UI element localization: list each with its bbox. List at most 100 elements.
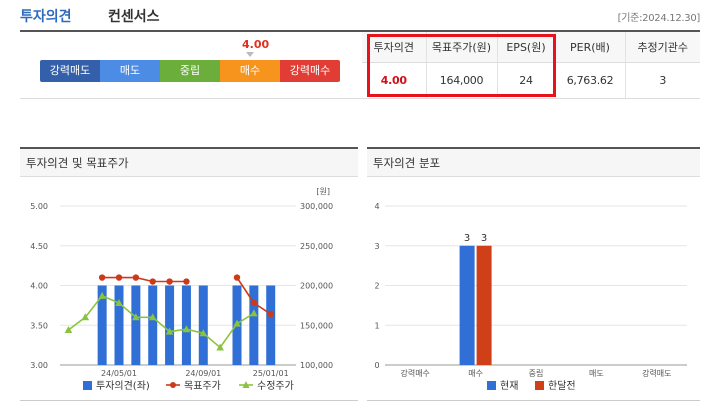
target-price-point — [267, 310, 274, 318]
legend-current-label: 현재 — [500, 380, 518, 392]
adjusted-price-point — [165, 327, 174, 335]
right-axis-tick: 200,000 — [300, 282, 333, 291]
distribution-panel: 투자의견 분포 4 3 2 1 0 강력매수 매수 3 3 중립 매도 강력매도 현재 한달전 — [367, 147, 700, 401]
left-axis-tick: 4.00 — [30, 282, 48, 291]
adjusted-price-point — [64, 326, 73, 334]
legend-prev-swatch — [535, 381, 544, 390]
panel-bottom-line — [367, 400, 700, 401]
x-axis-tick: 강력매도 — [642, 368, 671, 378]
x-axis-tick: 24/09/01 — [185, 369, 221, 378]
distribution-bar — [459, 245, 475, 365]
col-estimators: 추정기관수 — [624, 32, 700, 63]
header-divider — [20, 30, 700, 32]
bar-data-label: 3 — [481, 233, 487, 244]
opinion-target-panel: 투자의견 및 목표주가 5.00 4.50 4.00 3.50 3.00 300,000 2… — [20, 147, 358, 401]
page-title: 투자의견 — [20, 9, 72, 25]
right-axis-tick: 150,000 — [300, 321, 333, 330]
left-axis-tick: 4.50 — [30, 242, 48, 251]
adjusted-price-point — [182, 325, 191, 333]
cell-eps: 24 — [496, 62, 555, 99]
adjusted-price-point — [216, 343, 224, 351]
opinion-bar — [114, 285, 124, 365]
target-price-point — [132, 274, 140, 281]
col-per: PER(배) — [554, 32, 625, 63]
x-axis-tick: 매도 — [589, 369, 604, 378]
cell-opinion: 4.00 — [362, 62, 426, 99]
panel-bottom-line — [20, 400, 358, 401]
col-eps: EPS(원) — [496, 32, 555, 63]
right-axis-tick: 100,000 — [300, 361, 333, 370]
opinion-marker-arrow-icon — [246, 52, 254, 57]
adjusted-price-point — [115, 298, 123, 306]
scale-buy: 매수 — [220, 60, 280, 82]
legend-adjusted-label: 수정주가 — [257, 380, 294, 392]
panel-gap — [358, 147, 367, 401]
legend-current-swatch — [487, 381, 496, 390]
distribution-title: 투자의견 분포 — [367, 149, 700, 177]
cell-estimators: 3 — [624, 62, 700, 99]
y-axis-tick: 0 — [374, 361, 379, 370]
opinion-scale-area: 4.00 강력매도 매도 중립 매수 강력매수 — [20, 32, 362, 99]
right-axis-tick: 250,000 — [300, 242, 333, 251]
y-axis-tick: 2 — [374, 282, 379, 291]
legend-opinion-swatch — [83, 381, 92, 390]
opinion-bar — [249, 285, 259, 365]
opinion-bar — [165, 285, 175, 365]
adjusted-price-point — [81, 313, 90, 321]
consensus-header: 투자의견 컨센서스 [기준:2024.12.30] — [20, 6, 700, 28]
opinion-bar — [198, 285, 208, 365]
highlight-box — [367, 34, 556, 97]
opinion-bar — [131, 285, 141, 365]
x-axis-tick: 24/05/01 — [101, 369, 137, 378]
x-axis-tick: 25/01/01 — [253, 369, 289, 378]
left-axis-tick: 3.50 — [30, 321, 48, 330]
opinion-bar — [97, 285, 107, 365]
table-row: 4.00 164,000 24 6,763.62 3 — [362, 62, 700, 99]
table-header-row: 투자의견 목표주가(원) EPS(원) PER(배) 추정기관수 — [362, 32, 700, 63]
x-axis-tick: 중립 — [529, 369, 544, 378]
target-price-point — [233, 274, 241, 281]
bar-data-label: 3 — [464, 233, 470, 244]
y-axis-tick: 1 — [374, 321, 379, 330]
y-axis-tick: 3 — [374, 242, 379, 251]
target-price-point — [250, 299, 258, 307]
left-axis-tick: 5.00 — [30, 202, 48, 211]
right-axis-tick: 300,000 — [300, 202, 333, 211]
adjusted-price-point — [250, 309, 258, 317]
adjusted-price-point — [98, 291, 106, 299]
scale-neutral: 중립 — [160, 60, 220, 82]
adjusted-price-point — [233, 319, 241, 327]
page-subtitle: 컨센서스 — [108, 9, 160, 25]
opinion-bar — [148, 285, 158, 365]
col-opinion: 투자의견 — [362, 32, 426, 63]
opinion-bar — [266, 285, 276, 365]
right-axis-unit: [원] — [316, 187, 330, 196]
col-target-price: 목표주가(원) — [425, 32, 497, 63]
reference-date: [기준:2024.12.30] — [617, 13, 701, 24]
scale-strong-sell: 강력매도 — [40, 60, 100, 82]
legend-target-marker — [170, 382, 176, 388]
opinion-target-title: 투자의견 및 목표주가 — [20, 149, 358, 177]
legend-prev-label: 한달전 — [548, 380, 576, 392]
target-price-point — [166, 278, 173, 285]
target-price-point — [149, 278, 156, 285]
left-axis-tick: 3.00 — [30, 361, 48, 370]
legend-adjusted-marker — [242, 381, 250, 388]
target-price-point — [98, 274, 106, 281]
target-price-point — [183, 278, 190, 285]
adjusted-price-point — [199, 329, 208, 337]
opinion-target-chart: 5.00 4.50 4.00 3.50 3.00 300,000 250,000 200,00… — [30, 187, 333, 392]
y-axis-tick: 4 — [374, 202, 379, 211]
target-price-point — [115, 274, 123, 281]
adjusted-price-line — [67, 294, 255, 349]
consensus-table: 투자의견 목표주가(원) EPS(원) PER(배) 추정기관수 4.00 16… — [362, 32, 700, 99]
x-axis-tick: 매수 — [468, 369, 483, 378]
x-axis-tick: 강력매수 — [400, 368, 429, 378]
adjusted-price-point — [148, 313, 157, 321]
cell-target-price: 164,000 — [425, 62, 497, 99]
legend-target-label: 목표주가 — [184, 380, 221, 392]
adjusted-price-point — [132, 313, 140, 321]
legend-opinion-label: 투자의견(좌) — [96, 380, 150, 392]
scale-strong-buy: 강력매수 — [280, 60, 340, 82]
